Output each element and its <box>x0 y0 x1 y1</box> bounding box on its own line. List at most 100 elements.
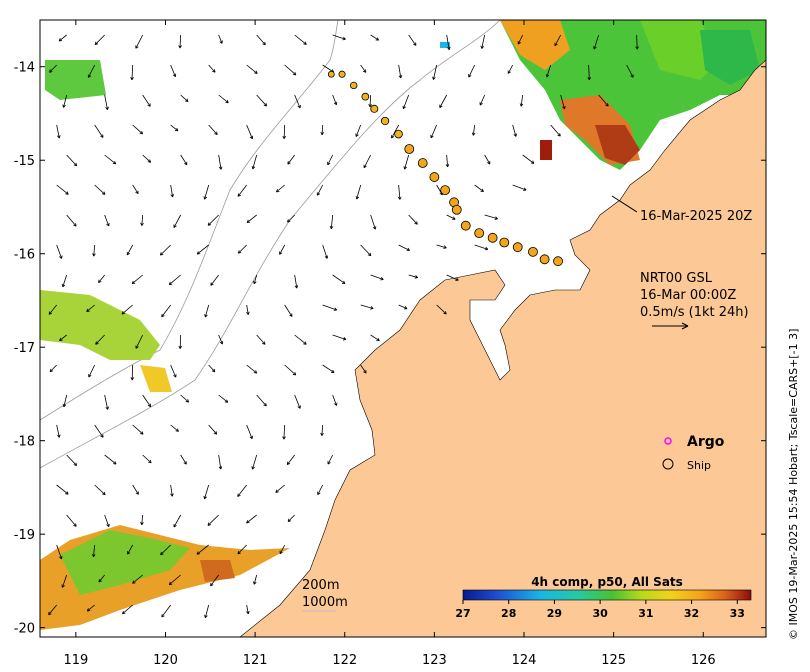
current-vector-head <box>122 610 126 615</box>
lat-tick-label: -14 <box>14 61 35 76</box>
current-vector <box>204 304 210 318</box>
current-vector <box>512 184 527 191</box>
current-vector-head <box>224 399 229 403</box>
current-vector <box>294 34 307 45</box>
current-vector <box>294 274 298 289</box>
colorbar-tick-label: 31 <box>638 607 653 620</box>
current-vector <box>208 424 218 435</box>
ship-track-point <box>327 70 335 78</box>
current-vector-head <box>214 131 218 136</box>
current-vector-head <box>135 190 139 195</box>
current-vector-head <box>376 337 380 342</box>
lon-tick-label: 122 <box>332 653 357 668</box>
current-vector-head <box>204 314 208 318</box>
current-vector <box>132 484 139 495</box>
current-vector <box>56 544 62 560</box>
current-vector <box>481 34 486 49</box>
current-vector <box>246 424 253 439</box>
current-vector-head <box>303 341 307 345</box>
current-vector <box>127 544 134 555</box>
current-vector <box>180 394 189 403</box>
current-vector-head <box>445 164 450 168</box>
ship-legend-label: Ship <box>687 459 711 472</box>
ship-track-point <box>350 81 358 90</box>
current-vector-head <box>207 222 212 226</box>
current-vector-head <box>320 432 324 436</box>
current-vector <box>218 454 222 470</box>
current-vector <box>517 34 524 45</box>
current-vector <box>179 334 182 349</box>
current-vector-head <box>131 280 136 285</box>
current-vector <box>317 484 324 495</box>
current-vector <box>86 304 95 312</box>
current-vector-head <box>185 98 189 102</box>
current-vector <box>408 34 417 46</box>
current-vector <box>436 244 447 249</box>
current-vector-head <box>327 461 331 465</box>
current-vector-head <box>397 196 402 200</box>
current-vector <box>56 184 69 195</box>
current-vector <box>142 154 151 163</box>
current-vector <box>321 124 324 135</box>
lat-tick-label: -17 <box>14 341 35 356</box>
current-vector-head <box>113 461 117 465</box>
current-vector <box>94 34 105 45</box>
current-vector <box>132 424 144 435</box>
current-vector <box>218 94 229 104</box>
current-vector <box>246 304 249 315</box>
current-vector <box>170 424 179 432</box>
current-vector-head <box>246 311 250 315</box>
current-vector-head <box>443 311 447 315</box>
current-vector <box>279 544 286 554</box>
current-vector <box>135 334 144 349</box>
current-vector <box>59 334 67 342</box>
current-vector <box>142 454 152 464</box>
current-vector <box>294 394 301 409</box>
current-vector-head <box>251 466 255 470</box>
ship-track-point <box>528 246 538 257</box>
depth-1000-label: 1000m <box>302 595 348 610</box>
current-vector <box>439 94 448 108</box>
current-vector-head <box>355 196 360 200</box>
current-vector <box>546 64 552 78</box>
current-vector <box>49 64 57 73</box>
ship-track-point <box>499 237 510 248</box>
current-vector-head <box>140 521 144 526</box>
lat-tick-label: -20 <box>14 622 35 637</box>
current-vector-head <box>249 135 254 140</box>
colorbar-title: 4h comp, p50, All Sats <box>531 575 683 589</box>
current-vector-head <box>480 188 484 192</box>
current-vector <box>132 124 143 135</box>
imos-credit: © IMOS 19-Mar-2025 15:54 Hobart; Tscale=… <box>787 329 800 640</box>
current-vector-head <box>587 77 591 81</box>
current-vector <box>474 184 484 192</box>
current-vector-head <box>287 518 292 522</box>
current-vector-head <box>173 374 177 378</box>
current-vector <box>560 94 565 110</box>
current-vector <box>93 544 96 557</box>
ship-track-point <box>338 70 346 78</box>
current-time-label: 16-Mar 00:00Z <box>640 288 736 303</box>
current-vector <box>327 454 334 465</box>
current-vector-head <box>279 251 283 255</box>
current-vector-head <box>210 282 214 286</box>
current-vector <box>93 244 96 257</box>
current-vector-head <box>480 45 484 49</box>
current-vector <box>196 544 209 555</box>
current-vector-head <box>174 127 179 132</box>
current-vector-head <box>430 134 434 139</box>
current-vector-head <box>106 523 110 528</box>
current-vector <box>180 454 187 465</box>
current-vector <box>316 184 324 196</box>
current-vector-head <box>262 41 266 46</box>
current-vector <box>332 274 346 284</box>
current-vector <box>88 364 96 378</box>
current-vector-head <box>211 368 216 373</box>
current-vector <box>95 334 105 345</box>
current-vector-head <box>333 307 338 311</box>
sst-patches <box>40 20 766 630</box>
current-vector-head <box>414 275 419 279</box>
current-vector <box>66 454 77 466</box>
current-vector <box>173 214 182 228</box>
current-vector-head <box>282 436 286 440</box>
